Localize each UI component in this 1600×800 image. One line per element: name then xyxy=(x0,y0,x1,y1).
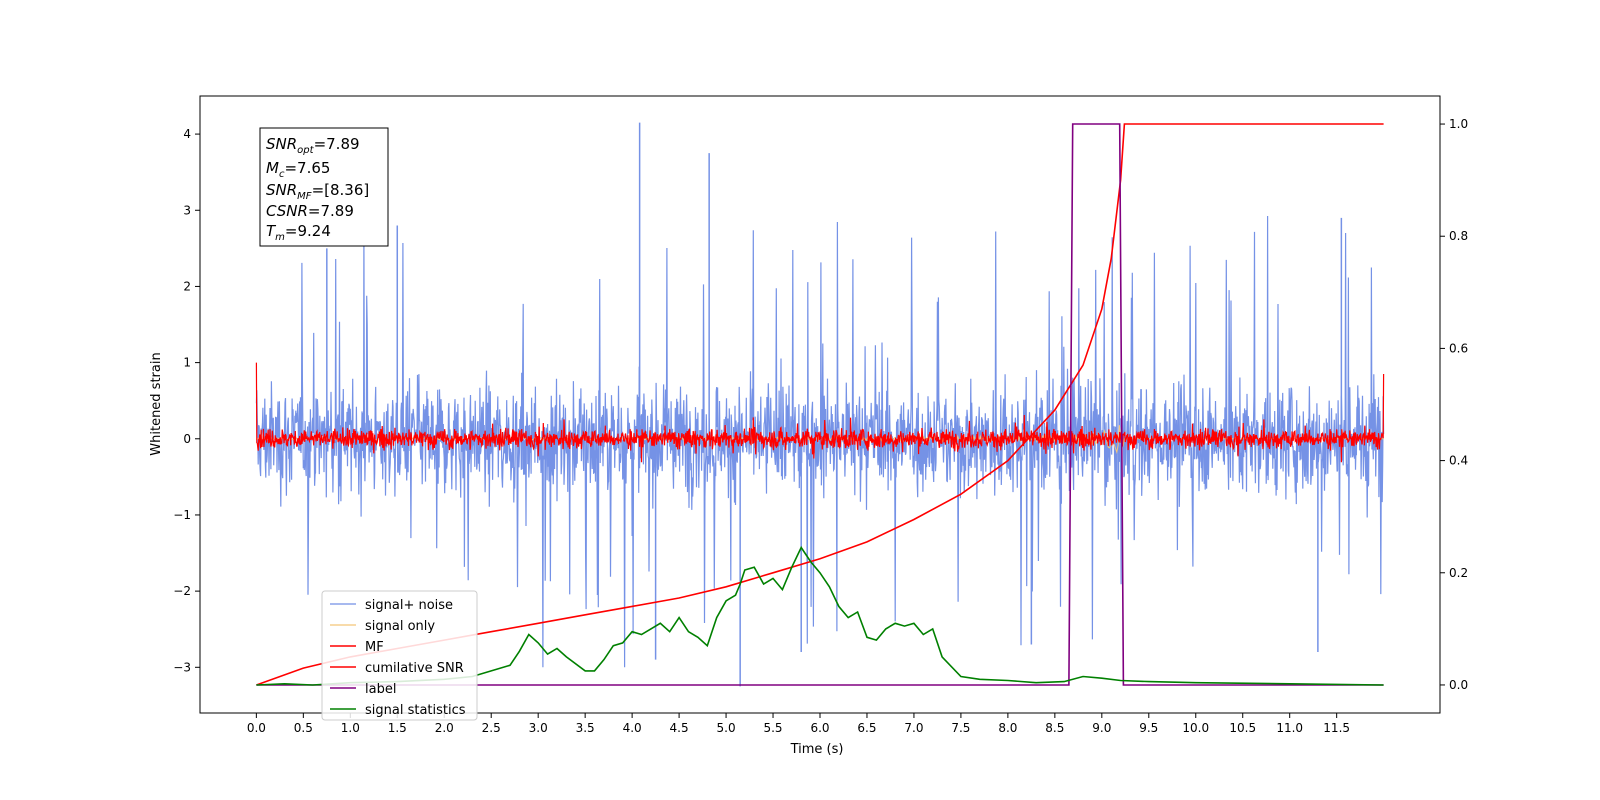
x-tick-label: 7.5 xyxy=(951,721,970,735)
legend-label: signal only xyxy=(365,619,435,634)
mc-value: =7.65 xyxy=(284,159,330,177)
y-right-tick-label: 0.8 xyxy=(1449,229,1468,243)
x-tick-label: 6.0 xyxy=(810,721,829,735)
x-tick-label: 3.5 xyxy=(576,721,595,735)
svg-text:SNRMF=[8.36]: SNRMF=[8.36] xyxy=(266,181,369,202)
x-tick-label: 4.0 xyxy=(623,721,642,735)
y-right-tick-label: 0.4 xyxy=(1449,454,1468,468)
x-axis-label: Time (s) xyxy=(790,742,844,757)
legend-label: signal statistics xyxy=(365,703,466,718)
x-tick-label: 8.5 xyxy=(1045,721,1064,735)
y-left-tick-label: 0 xyxy=(183,432,191,446)
y-axis-left: 4 3 2 1 0 −1 −2 −3 xyxy=(173,127,200,674)
legend-label: MF xyxy=(365,640,384,655)
svg-text:Tm=9.24: Tm=9.24 xyxy=(266,222,331,243)
x-tick-label: 7.0 xyxy=(904,721,923,735)
annotation-box: SNRopt=7.89 Mc=7.65 SNRMF=[8.36] CSNR=7.… xyxy=(259,127,389,247)
x-tick-label: 10.0 xyxy=(1182,721,1209,735)
x-tick-label: 5.5 xyxy=(763,721,782,735)
x-tick-label: 1.5 xyxy=(388,721,407,735)
x-tick-label: 4.5 xyxy=(670,721,689,735)
series-signal-statistics-line xyxy=(256,545,1384,686)
y-left-tick-label: 1 xyxy=(183,356,191,370)
x-tick-label: 10.5 xyxy=(1229,721,1256,735)
legend: signal+ noise signal only MF cumilative SNR… xyxy=(321,590,478,721)
legend-label: label xyxy=(365,682,396,697)
x-tick-label: 0.5 xyxy=(294,721,313,735)
x-tick-label: 5.0 xyxy=(717,721,736,735)
svg-text:SNRopt=7.89: SNRopt=7.89 xyxy=(266,135,360,156)
x-tick-label: 1.0 xyxy=(341,721,360,735)
y-left-tick-label: −3 xyxy=(173,660,191,674)
y-axis-right: 1.0 0.8 0.6 0.4 0.2 0.0 xyxy=(1440,117,1468,692)
y-left-tick-label: −1 xyxy=(173,508,191,522)
x-tick-label: 11.0 xyxy=(1276,721,1303,735)
csnr-value: =7.89 xyxy=(308,202,354,220)
tm-value: =9.24 xyxy=(285,222,331,240)
x-tick-label: 2.0 xyxy=(435,721,454,735)
x-tick-label: 11.5 xyxy=(1323,721,1350,735)
y-right-tick-label: 0.6 xyxy=(1449,341,1468,355)
y-left-tick-label: 2 xyxy=(183,279,191,293)
x-tick-label: 2.5 xyxy=(482,721,501,735)
svg-text:CSNR=7.89: CSNR=7.89 xyxy=(266,202,354,220)
y-left-tick-label: 3 xyxy=(183,203,191,217)
snr-mf-value: =[8.36] xyxy=(312,181,370,199)
x-tick-label: 8.0 xyxy=(998,721,1017,735)
x-tick-label: 9.0 xyxy=(1092,721,1111,735)
x-tick-label: 9.5 xyxy=(1139,721,1158,735)
y-axis-label: Whitened strain xyxy=(149,352,164,455)
x-tick-label: 3.0 xyxy=(529,721,548,735)
y-left-tick-label: 4 xyxy=(183,127,191,141)
x-tick-label: 6.5 xyxy=(857,721,876,735)
y-right-tick-label: 1.0 xyxy=(1449,117,1468,131)
y-right-tick-label: 0.2 xyxy=(1449,566,1468,580)
series-mf-line xyxy=(255,362,1385,463)
legend-label: cumilative SNR xyxy=(365,661,464,676)
y-left-tick-label: −2 xyxy=(173,584,191,598)
series-label-line xyxy=(256,123,1384,686)
legend-label: signal+ noise xyxy=(365,598,453,613)
x-tick-label: 0.0 xyxy=(247,721,266,735)
y-right-tick-label: 0.0 xyxy=(1449,678,1468,692)
snr-opt-value: =7.89 xyxy=(314,135,360,153)
svg-text:Mc=7.65: Mc=7.65 xyxy=(266,159,330,180)
